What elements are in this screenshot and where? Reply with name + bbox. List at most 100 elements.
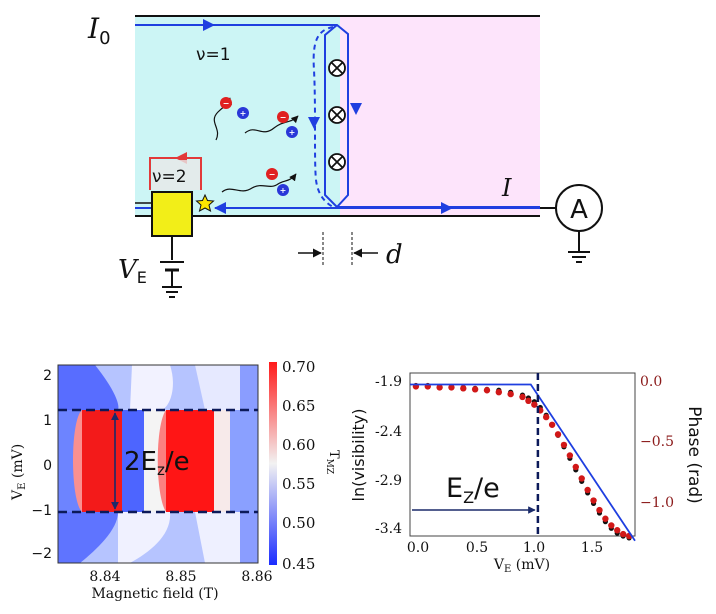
phase-point — [460, 385, 467, 392]
electron-icon — [277, 111, 289, 123]
hole-icon — [237, 107, 249, 119]
svg-text:8.85: 8.85 — [165, 569, 196, 585]
hole-icon — [286, 126, 298, 138]
filling-label-2: ν=2 — [152, 167, 187, 187]
svg-text:−0.5: −0.5 — [640, 434, 674, 450]
device-schematic: −+ −+ −+ I0 ν=1 ν=2 I A VE d — [87, 12, 603, 298]
svg-text:0.70: 0.70 — [282, 358, 315, 376]
svg-text:8.84: 8.84 — [89, 569, 120, 585]
svg-text:0.60: 0.60 — [282, 436, 315, 454]
x-axis-label: VE (mV) — [493, 557, 550, 575]
svg-text:0.5: 0.5 — [466, 540, 488, 556]
ohmic-contact — [151, 191, 193, 237]
colorbar-label: TMZ — [324, 450, 341, 474]
svg-text:+: + — [280, 186, 287, 195]
bottom-arrow-right — [441, 202, 453, 214]
voltage-label: VE — [118, 255, 147, 287]
output-current-label: I — [501, 174, 512, 202]
x-ticks: 0.0 0.5 1.0 1.5 — [407, 540, 603, 556]
svg-text:−1.0: −1.0 — [640, 495, 674, 511]
phase-point — [584, 486, 591, 494]
phase-point — [560, 441, 568, 449]
heatmap-frame — [57, 364, 259, 564]
svg-text:1: 1 — [43, 413, 52, 429]
svg-text:−: − — [269, 170, 276, 179]
distance-label: d — [386, 240, 403, 270]
right-y-ticks: 0.0 −0.5 −1.0 — [640, 374, 674, 511]
svg-text:8.86: 8.86 — [241, 569, 272, 585]
heatmap-ylabel: VE (mV) — [10, 444, 28, 501]
hole-icon — [277, 184, 289, 196]
phase-point — [572, 463, 579, 471]
svg-text:0: 0 — [43, 458, 52, 474]
phase-point — [519, 393, 526, 401]
heatmap-panel: 2Ez/e 2 1 0 −1 −2 8.84 8.85 8.86 Magneti… — [10, 358, 341, 602]
fit-line — [410, 383, 636, 542]
electron-icon — [220, 97, 232, 109]
nu2-box — [152, 160, 200, 190]
svg-text:0.50: 0.50 — [282, 514, 315, 532]
phase-point — [448, 384, 455, 391]
svg-text:0.0: 0.0 — [407, 540, 429, 556]
svg-text:1.5: 1.5 — [581, 540, 603, 556]
phase-point — [495, 388, 503, 396]
phase-point — [548, 421, 556, 428]
phase-point — [436, 384, 443, 391]
svg-text:0.65: 0.65 — [282, 397, 315, 415]
heatmap-y-ticks: 2 1 0 −1 −2 — [31, 368, 52, 562]
heatmap-xlabel: Magnetic field (T) — [91, 586, 218, 602]
phase-point — [483, 387, 491, 394]
svg-text:−: − — [280, 113, 287, 122]
inner-edge-channel — [324, 24, 338, 208]
phase-point — [614, 527, 621, 534]
phase-point — [602, 515, 609, 522]
svg-text:+: + — [240, 109, 247, 118]
svg-text:+: + — [289, 128, 296, 137]
svg-text:-2.9: -2.9 — [375, 473, 402, 489]
heatmap-image — [58, 365, 258, 563]
y2-axis-label: Phase (rad) — [684, 406, 704, 504]
bottom-arrow-left — [214, 202, 226, 214]
field-into-page-markers — [328, 59, 346, 171]
phase-point — [619, 530, 627, 538]
phase-point — [471, 386, 479, 393]
svg-text:-2.4: -2.4 — [375, 424, 402, 440]
injection-star — [195, 193, 215, 212]
phase-point — [578, 475, 585, 482]
inner-arrow-down — [350, 103, 362, 115]
colorbar — [269, 362, 277, 565]
svg-text:−2: −2 — [31, 546, 52, 562]
svg-text:-1.9: -1.9 — [375, 374, 402, 390]
excitations: −+ −+ −+ — [213, 97, 299, 196]
phase-point — [531, 401, 538, 408]
filling-label-1: ν=1 — [196, 45, 231, 65]
left-y-ticks: -1.9 -2.4 -2.9 -3.4 — [375, 374, 402, 537]
electron-icon — [266, 168, 278, 180]
svg-text:0.45: 0.45 — [282, 555, 315, 573]
phase-point — [596, 506, 603, 514]
phase-point — [566, 452, 574, 459]
phase-point — [525, 397, 532, 405]
phase-point — [590, 497, 597, 504]
threshold-label: EZ/e — [446, 473, 500, 507]
svg-text:0.55: 0.55 — [282, 475, 315, 493]
phase-point — [554, 431, 562, 438]
svg-text:1.0: 1.0 — [523, 540, 545, 556]
inner-arrow-down-2 — [308, 117, 320, 129]
source-ground-icon — [162, 286, 182, 298]
zeeman-span-label: 2Ez/e — [124, 447, 190, 479]
heatmap-x-ticks: 8.84 8.85 8.86 — [89, 569, 272, 585]
y-axis-label: ln(visibility) — [349, 409, 368, 502]
input-current-label: I0 — [87, 12, 111, 49]
svg-text:-3.4: -3.4 — [375, 521, 402, 537]
svg-text:−: − — [223, 99, 230, 108]
gate-region — [340, 16, 540, 216]
ammeter-label: A — [570, 195, 588, 225]
chart-marks — [410, 382, 636, 542]
phase-point — [542, 413, 550, 421]
svg-text:2: 2 — [43, 368, 52, 384]
phase-point — [507, 390, 514, 398]
phase-point — [608, 522, 615, 529]
colorbar-ticks: 0.70 0.65 0.60 0.55 0.50 0.45 — [282, 358, 315, 573]
